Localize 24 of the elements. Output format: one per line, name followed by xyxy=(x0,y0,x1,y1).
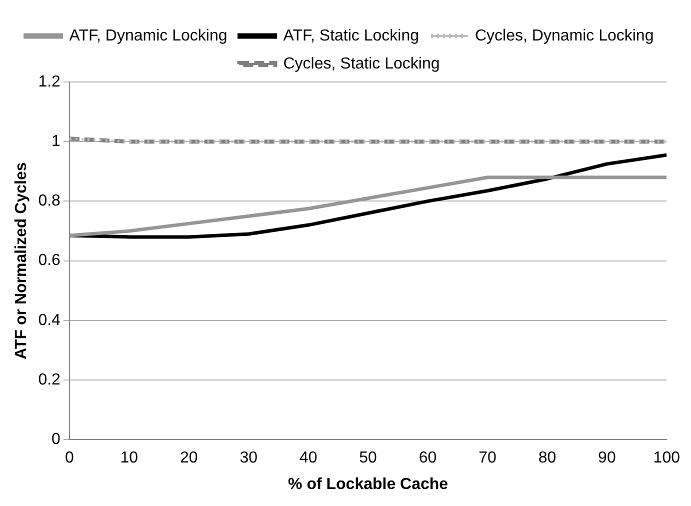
legend-label: Cycles, Dynamic Locking xyxy=(475,27,654,44)
x-tick-label: 70 xyxy=(478,450,496,467)
x-tick-label: 10 xyxy=(120,450,138,467)
x-tick-label: 30 xyxy=(240,450,258,467)
x-axis-title: % of Lockable Cache xyxy=(288,476,448,493)
x-tick-label: 80 xyxy=(538,450,556,467)
y-tick-label: 0.8 xyxy=(38,192,61,210)
x-tick-label: 50 xyxy=(359,450,378,467)
legend-label: Cycles, Static Locking xyxy=(283,55,440,72)
y-axis-title: ATF or Normalized Cycles xyxy=(13,162,30,360)
x-tick-label: 100 xyxy=(653,450,680,467)
y-tick-label: 1 xyxy=(52,133,61,150)
x-tick-label: 20 xyxy=(180,450,198,467)
legend-label: ATF, Dynamic Locking xyxy=(69,27,228,44)
y-tick-label: 0.4 xyxy=(38,312,61,329)
y-tick-label: 0.2 xyxy=(38,371,61,388)
y-tick-label: 1.2 xyxy=(38,73,61,90)
x-tick-label: 0 xyxy=(64,450,74,467)
legend-label: ATF, Static Locking xyxy=(283,27,420,44)
x-tick-label: 60 xyxy=(418,450,437,467)
x-tick-label: 90 xyxy=(598,450,616,467)
x-tick-label: 40 xyxy=(299,450,318,467)
y-tick-label: 0.6 xyxy=(38,252,61,270)
y-tick-label: 0 xyxy=(52,431,61,448)
